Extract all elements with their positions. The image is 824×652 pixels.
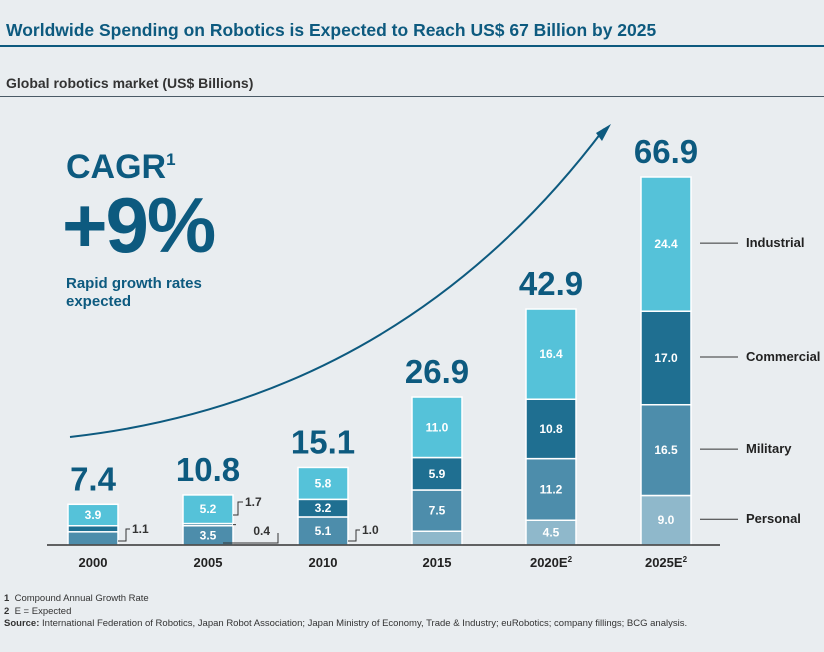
cagr-label-text: CAGR xyxy=(66,148,167,186)
total-label-2015: 26.9 xyxy=(405,353,469,390)
side-label: 1.1 xyxy=(132,522,149,536)
growth-arrow-head xyxy=(596,124,611,141)
cagr-note: Rapid growth rates expected xyxy=(66,275,202,310)
footnotes: 1 Compound Annual Growth Rate 2 E = Expe… xyxy=(4,593,687,631)
chart-subtitle: Global robotics market (US$ Billions) xyxy=(6,75,254,91)
cagr-value: +9% xyxy=(62,181,216,269)
bar-segment-industrial-2015 xyxy=(411,396,463,459)
leader-line xyxy=(118,528,130,542)
segment-label: 7.5 xyxy=(429,504,446,518)
total-label-2010: 15.1 xyxy=(291,423,355,460)
bar-segment-industrial-2020e xyxy=(525,308,577,400)
bar-segment-industrial-2010 xyxy=(297,466,349,501)
category-label-2025e: 2025E2 xyxy=(645,555,688,570)
bar-segment-commercial-2020e xyxy=(525,398,577,460)
segment-label: 5.1 xyxy=(315,524,332,538)
bar-segment-commercial-2000 xyxy=(67,524,119,533)
category-label-2005: 2005 xyxy=(194,555,223,570)
footnote-2-text: E = Expected xyxy=(14,605,72,617)
footnote-2: 2 E = Expected xyxy=(4,606,687,619)
segment-label: 4.5 xyxy=(543,526,560,540)
total-label-2005: 10.8 xyxy=(176,451,240,488)
total-label-2000: 7.4 xyxy=(70,460,117,497)
bar-segment-personal-2015 xyxy=(411,530,463,546)
footnote-1: 1 Compound Annual Growth Rate xyxy=(4,593,687,606)
bar-segment-military-2020e xyxy=(525,457,577,521)
segment-label: 3.5 xyxy=(200,528,217,542)
segment-label: 16.4 xyxy=(539,347,563,361)
segment-label: 5.9 xyxy=(429,467,446,481)
bar-segment-industrial-2025e xyxy=(640,176,692,312)
category-label-2020e: 2020E2 xyxy=(530,555,573,570)
footnote-1-mark: 1 xyxy=(4,593,10,604)
segment-label: 5.2 xyxy=(200,502,217,516)
side-label: 0.4 xyxy=(253,524,270,538)
legend-label-personal: Personal xyxy=(746,511,801,526)
leader-line xyxy=(348,529,360,542)
side-label: 1.0 xyxy=(362,523,379,537)
segment-label: 16.5 xyxy=(654,443,678,457)
footnote-1-text: Compound Annual Growth Rate xyxy=(14,593,149,604)
bar-segment-industrial-2000 xyxy=(67,503,119,527)
segment-label: 9.0 xyxy=(658,513,675,527)
leader-line xyxy=(223,533,279,544)
legend-label-commercial: Commercial xyxy=(746,349,820,364)
legend-label-military: Military xyxy=(746,441,792,456)
total-label-2025e: 66.9 xyxy=(634,133,698,170)
category-label-2010: 2010 xyxy=(309,555,338,570)
source-text: International Federation of Robotics, Ja… xyxy=(42,618,688,629)
bar-segment-commercial-2015 xyxy=(411,456,463,491)
bar-segment-personal-2020e xyxy=(525,519,577,546)
bar-segment-military-2000 xyxy=(67,531,119,546)
bar-segment-military-2015 xyxy=(411,489,463,532)
bar-segment-military-2025e xyxy=(640,403,692,497)
category-superscript: 2 xyxy=(568,555,573,564)
subtitle-rule xyxy=(0,96,824,97)
bar-segment-personal-2025e xyxy=(640,494,692,546)
source-label: Source: xyxy=(4,618,40,629)
category-label-2000: 2000 xyxy=(79,555,108,570)
stacked-bar-chart: 3.9 7.4 2000 3.5 5.2 10.8 2005 5.1 3.2 5.8 15.1 201… xyxy=(47,124,820,570)
segment-label: 3.9 xyxy=(85,508,102,522)
segment-label: 24.4 xyxy=(654,237,678,251)
footnote-2-mark: 2 xyxy=(4,605,10,617)
segment-label: 11.2 xyxy=(540,482,563,496)
side-label: 1.7 xyxy=(245,495,262,509)
title-rule xyxy=(0,45,824,47)
category-label-2015: 2015 xyxy=(423,555,452,570)
segment-label: 5.8 xyxy=(315,476,332,490)
cagr-label: CAGR1 xyxy=(66,148,176,187)
segment-label: 17.0 xyxy=(654,351,678,365)
chart-title: Worldwide Spending on Robotics is Expect… xyxy=(6,20,657,40)
source-line: Source: International Federation of Robo… xyxy=(4,618,687,631)
total-label-2020e: 42.9 xyxy=(519,265,583,302)
legend-label-industrial: Industrial xyxy=(746,235,805,250)
bar-segment-commercial-2025e xyxy=(640,310,692,406)
cagr-footnote-mark: 1 xyxy=(166,150,176,169)
bar-segment-military-2010 xyxy=(297,516,349,546)
category-superscript: 2 xyxy=(683,555,688,564)
segment-label: 10.8 xyxy=(539,422,563,436)
segment-label: 11.0 xyxy=(426,420,449,434)
segment-label: 3.2 xyxy=(315,501,332,515)
leader-line xyxy=(233,501,243,516)
growth-arrow-line xyxy=(69,128,605,438)
bar-segment-industrial-2005 xyxy=(182,494,234,525)
